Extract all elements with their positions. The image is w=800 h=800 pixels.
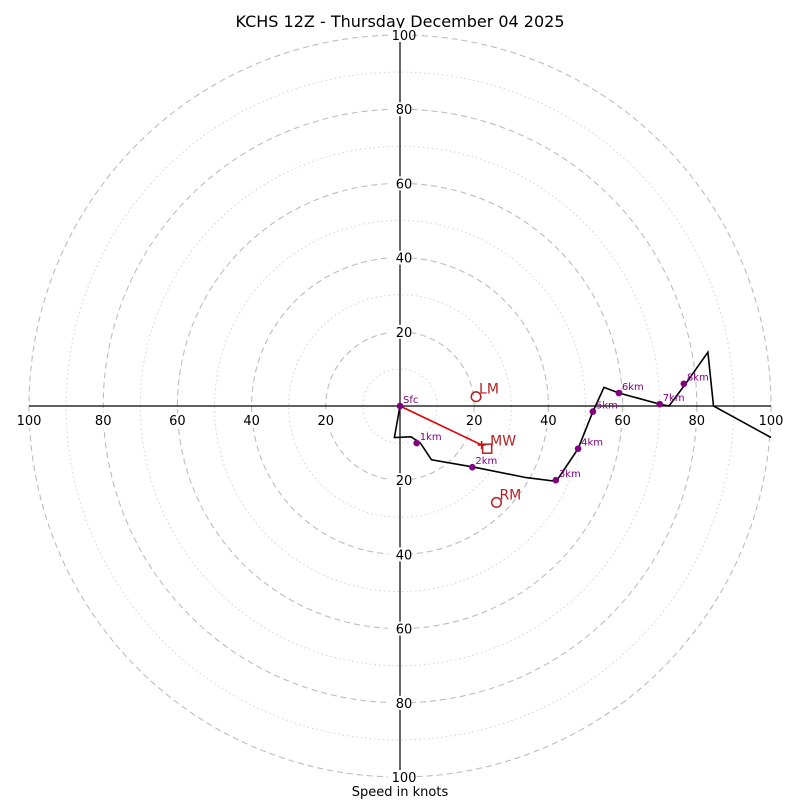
tick-label-bg: [388, 102, 412, 117]
tick-label-bg: [19, 413, 39, 428]
x-tick-label: 100: [17, 414, 42, 429]
tick-label-bg: [241, 413, 262, 428]
tick-label-bg: [388, 547, 412, 562]
tick-label-bg: [388, 28, 412, 42]
height-point: [615, 389, 623, 397]
shear-vector-tip: [477, 440, 486, 449]
tick-label-bg: [93, 413, 114, 428]
y-tick-label: 40: [396, 548, 413, 563]
chart-title: KCHS 12Z - Thursday December 04 2025: [235, 12, 564, 31]
tick-label-bg: [388, 695, 412, 710]
y-tick-label: 60: [396, 177, 413, 192]
storm-label: MW: [490, 434, 516, 450]
tick-label-bg: [388, 176, 412, 191]
y-tick-label: 20: [396, 474, 413, 489]
storm-marker-circle: [490, 496, 503, 509]
x-tick-label: 60: [169, 414, 186, 429]
height-label: 1km: [420, 432, 442, 443]
tick-label-bg: [167, 413, 188, 428]
height-label: Sfc: [403, 395, 418, 406]
height-point: [656, 400, 663, 408]
tick-label-bg: [612, 413, 633, 428]
height-point: [413, 439, 420, 447]
x-tick-label: 20: [466, 414, 483, 429]
y-tick-label: 80: [396, 103, 413, 118]
x-axis-label: Speed in knots: [352, 785, 449, 800]
height-point: [396, 402, 404, 410]
x-tick-label: 40: [243, 414, 260, 429]
storm-motion-markers: LM MW RM: [470, 382, 521, 509]
height-point: [589, 408, 597, 415]
axis-ticks: 100 80 60 40 20 20 40 60 80 100 100 80 60 40 20 20 40 60 8…: [17, 28, 784, 786]
tick-label-bg: [388, 324, 412, 339]
height-label: 3km: [559, 469, 581, 480]
height-label: 6km: [622, 382, 644, 393]
tick-label-bg: [315, 413, 336, 428]
y-tick-label: 40: [396, 252, 413, 267]
y-tick-label: 100: [392, 29, 417, 44]
tick-label-bg: [388, 621, 412, 636]
y-tick-label: 60: [396, 623, 413, 638]
storm-marker-square: [481, 443, 493, 454]
height-label: 5km: [596, 401, 618, 412]
height-label: 8km: [687, 373, 709, 384]
height-label: 2km: [475, 456, 497, 467]
height-point: [574, 445, 582, 452]
bulk-shear-vector: [399, 405, 486, 449]
x-tick-label: 80: [689, 414, 706, 429]
tick-label-bg: [388, 250, 412, 265]
x-tick-label: 100: [759, 414, 784, 429]
x-tick-label: 80: [95, 414, 112, 429]
shear-vector-line: [399, 405, 482, 446]
y-tick-label: 80: [396, 697, 413, 712]
storm-label: RM: [499, 487, 521, 503]
tick-label-bg: [538, 413, 559, 428]
height-label: 7km: [663, 393, 685, 404]
height-point: [469, 463, 476, 471]
height-point: [680, 380, 688, 388]
x-tick-label: 40: [540, 414, 557, 429]
x-tick-label: 20: [318, 414, 335, 429]
tick-label-bg: [686, 413, 707, 428]
tick-label-bg: [388, 770, 412, 784]
storm-label: LM: [479, 382, 499, 398]
tick-label-bg: [388, 473, 412, 488]
y-tick-label: 20: [396, 326, 413, 341]
tick-label-bg: [761, 413, 781, 428]
height-label: 4km: [581, 438, 603, 449]
tick-label-bg: [464, 413, 485, 428]
height-point: [552, 476, 560, 484]
x-tick-label: 60: [614, 414, 631, 429]
storm-marker-circle: [470, 391, 482, 403]
y-tick-label: 100: [392, 771, 417, 786]
